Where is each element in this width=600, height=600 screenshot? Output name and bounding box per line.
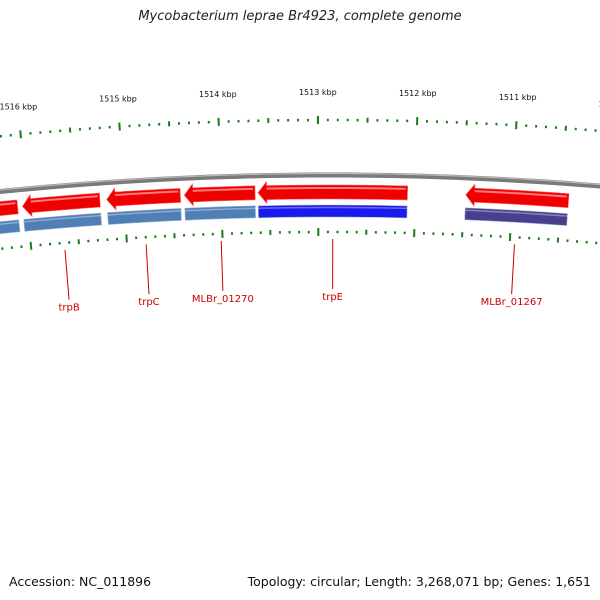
cds-bar xyxy=(184,205,256,221)
outer-tick xyxy=(118,122,121,131)
gene-label-trpc: trpC xyxy=(138,297,159,308)
outer-tick xyxy=(19,130,22,139)
gene-arrow-highlight xyxy=(115,190,179,197)
gene-arrow-highlight xyxy=(30,195,98,203)
cds-bar-highlight xyxy=(465,209,568,217)
scale-label: 1513 kbp xyxy=(299,88,337,97)
backbone-arc xyxy=(0,172,600,195)
gene-arrow xyxy=(465,183,570,208)
scale-label: 1511 kbp xyxy=(499,93,537,102)
genome-backbone xyxy=(0,172,600,195)
scale-label: 1510 kbp xyxy=(599,100,600,109)
gene-arrow-highlight xyxy=(474,190,567,198)
gene-label-leader xyxy=(220,240,224,291)
gene-label-mlbr_01270: MLBr_01270 xyxy=(192,294,254,305)
gene-label-trpe: trpE xyxy=(322,292,343,303)
gene-arrow xyxy=(22,192,101,218)
cds-bar xyxy=(464,207,568,226)
cds-bar xyxy=(23,212,102,232)
gene-label-mlbr_01267: MLBr_01267 xyxy=(481,297,543,308)
scale-label: 1512 kbp xyxy=(399,89,437,98)
outer-tick-track xyxy=(0,116,597,139)
accession-text: Accession: NC_011896 xyxy=(9,574,152,589)
inner-tick xyxy=(29,241,33,250)
cds-bar-highlight xyxy=(184,207,256,212)
cds-bar xyxy=(257,204,408,219)
scale-label-track: 1510 kbp 1511 kbp 1512 kbp 1513 kbp 1514 kbp… xyxy=(0,88,600,111)
cds-bar-highlight xyxy=(107,210,182,216)
cds-bar-highlight xyxy=(23,214,101,223)
inner-tick xyxy=(125,234,128,243)
gene-arrow-highlight xyxy=(266,186,406,190)
genome-summary-text: Topology: circular; Length: 3,268,071 bp… xyxy=(247,574,591,589)
cds-feature-track xyxy=(0,204,568,235)
cds-bar xyxy=(107,208,182,225)
gene-label-leader xyxy=(511,244,515,295)
cds-bar xyxy=(0,219,21,235)
gene-arrow-highlight xyxy=(0,202,16,206)
backbone-highlight xyxy=(0,172,600,191)
scale-label: 1514 kbp xyxy=(199,90,237,99)
gene-feature-track xyxy=(0,180,570,218)
inner-tick-track xyxy=(1,228,598,250)
gene-arrow xyxy=(183,182,256,207)
scale-label: 1515 kbp xyxy=(99,95,137,104)
gene-arrow-highlight xyxy=(192,187,254,192)
gene-label-leader xyxy=(64,249,70,300)
gene-label-trpb: trpB xyxy=(58,303,79,314)
gene-label-leader xyxy=(145,244,150,295)
gene-label-track: trpB trpC MLBr_01270 trpE MLBr_01267 xyxy=(58,239,543,314)
gene-arrow xyxy=(257,180,408,205)
scale-label: 1516 kbp xyxy=(0,102,37,111)
map-title: Mycobacterium leprae Br4923, complete ge… xyxy=(138,9,462,24)
cds-bar-highlight xyxy=(0,221,20,225)
cds-bar-highlight xyxy=(258,206,408,210)
